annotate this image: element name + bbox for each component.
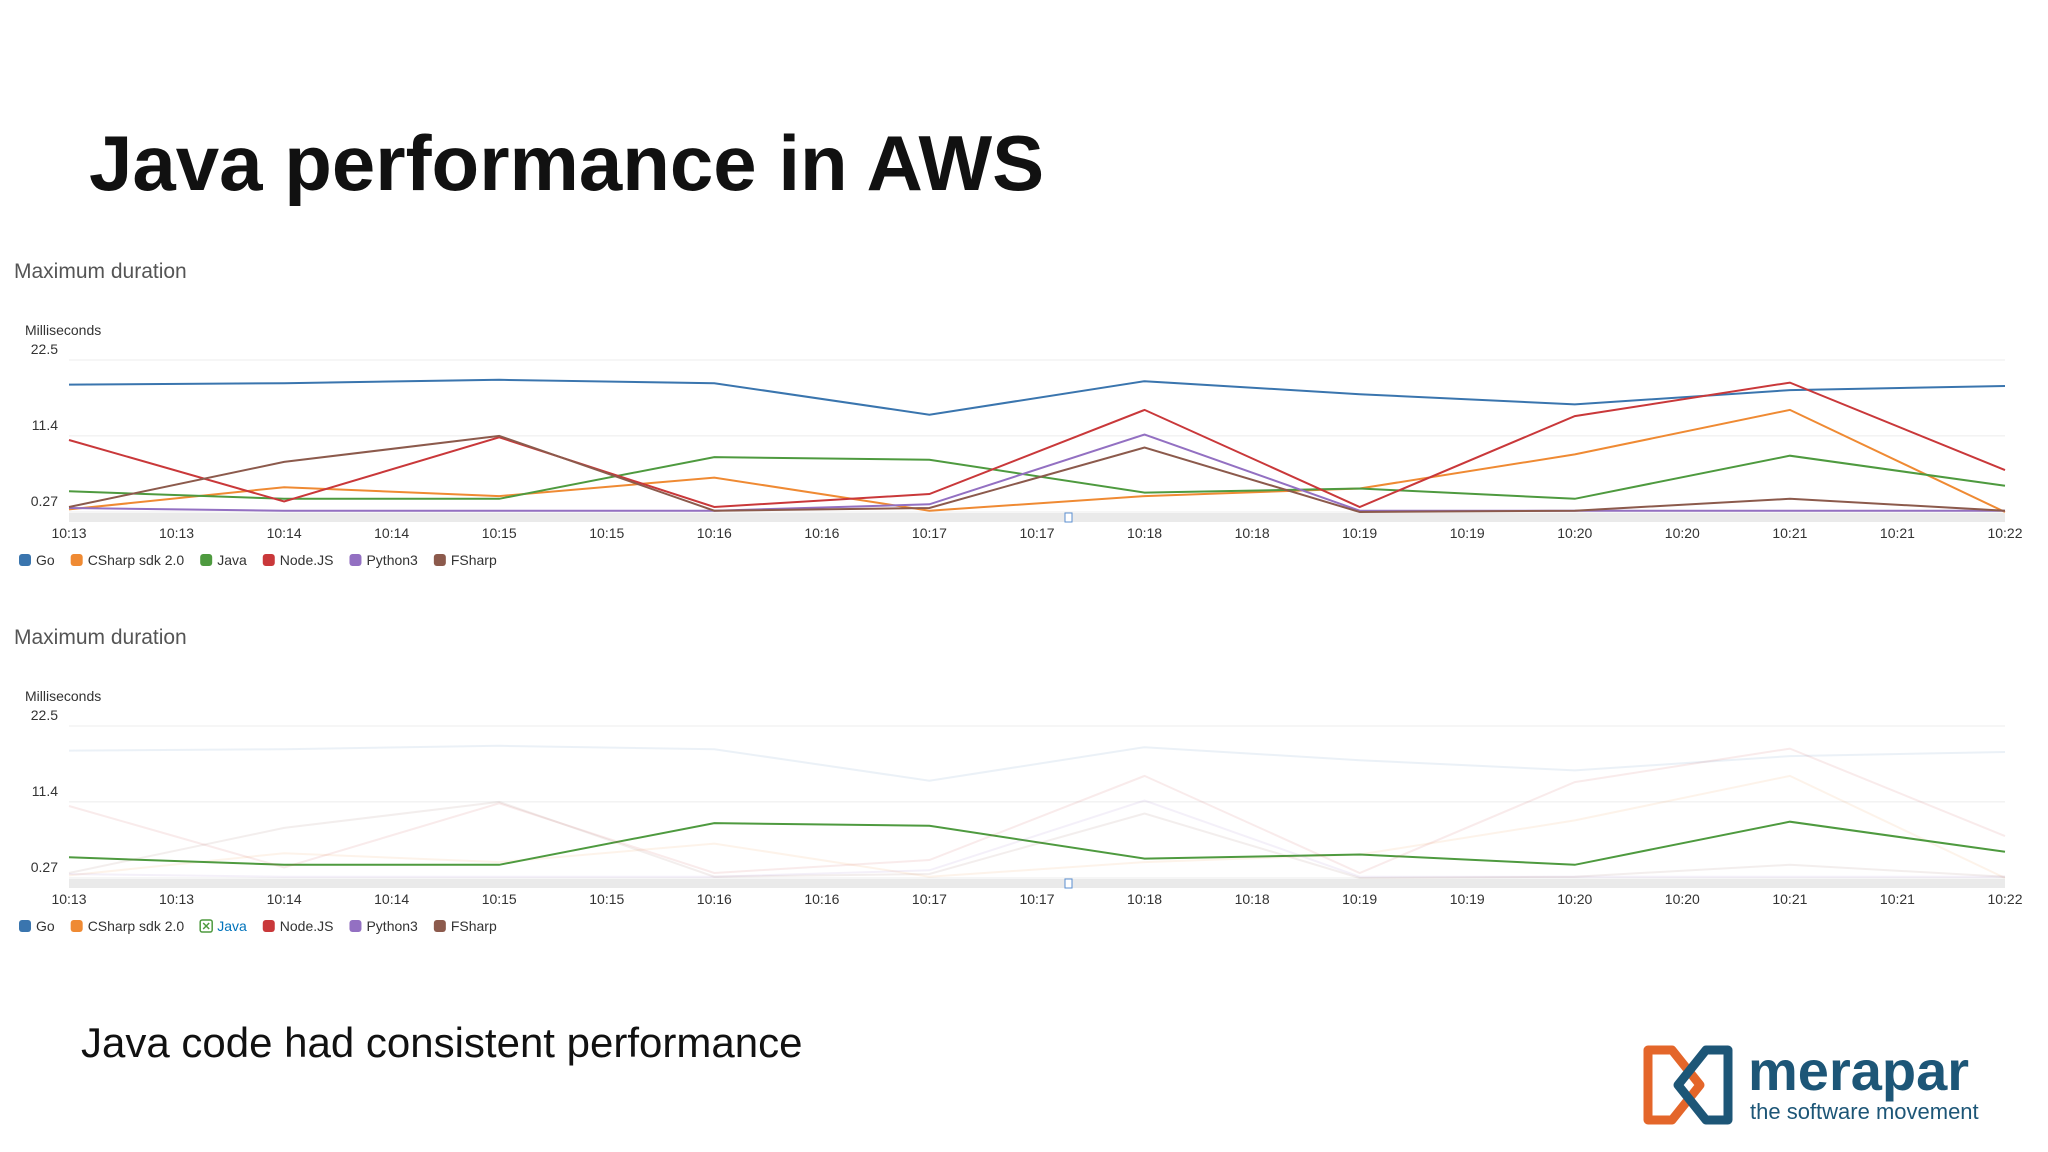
series-line (68, 800, 2006, 880)
x-tick-label: 10:14 (374, 525, 409, 541)
y-tick-label: 11.4 (32, 417, 58, 433)
legend-label[interactable]: Java (217, 552, 247, 568)
x-tick-label: 10:22 (1987, 891, 2022, 907)
legend-label[interactable]: Node.JS (280, 918, 334, 934)
legend-swatch (70, 920, 83, 932)
x-tick-label: 10:15 (589, 525, 624, 541)
legend-swatch (19, 920, 31, 932)
series-line (68, 820, 2006, 866)
y-tick-label: 11.4 (32, 783, 58, 799)
x-tick-label: 10:15 (589, 891, 624, 907)
legend-swatch (19, 554, 31, 566)
slide-caption: Java code had consistent performance (81, 1019, 802, 1066)
legend-swatch (200, 554, 213, 566)
x-tick-label: 10:14 (374, 891, 409, 907)
y-tick-label: 22.5 (31, 707, 58, 723)
legend-label[interactable]: FSharp (451, 552, 497, 568)
series-line (68, 408, 2006, 513)
x-tick-label: 10:21 (1772, 525, 1807, 541)
x-tick-label: 10:18 (1235, 891, 1270, 907)
logo-icon (1643, 1045, 1733, 1125)
legend-label[interactable]: Node.JS (280, 552, 334, 568)
x-tick-label: 10:21 (1880, 891, 1915, 907)
legend-swatch (349, 920, 362, 932)
range-handle (1064, 512, 1073, 523)
x-tick-label: 10:18 (1127, 525, 1162, 541)
legend-label[interactable]: Go (36, 552, 55, 568)
legend-label[interactable]: CSharp sdk 2.0 (88, 918, 185, 934)
x-tick-label: 10:13 (159, 891, 194, 907)
series-line (68, 747, 2006, 875)
logo-name: merapar (1748, 1039, 1969, 1102)
series-line (68, 454, 2006, 500)
legend-label[interactable]: Python3 (366, 918, 418, 934)
x-tick-label: 10:20 (1665, 525, 1700, 541)
x-tick-label: 10:15 (482, 525, 517, 541)
x-tick-label: 10:14 (267, 891, 302, 907)
legend-swatch (262, 920, 275, 932)
legend-label[interactable]: Java (217, 918, 247, 934)
range-handle (1064, 878, 1073, 889)
x-tick-label: 10:13 (51, 525, 86, 541)
legend-label[interactable]: FSharp (451, 918, 497, 934)
legend-label[interactable]: Python3 (366, 552, 418, 568)
x-tick-label: 10:15 (482, 891, 517, 907)
chart-title: Maximum duration (14, 626, 187, 649)
y-axis-label: Milliseconds (25, 688, 101, 704)
series-line (68, 744, 2006, 782)
series-line (68, 433, 2005, 512)
x-tick-label: 10:14 (267, 525, 302, 541)
series-line (68, 378, 2006, 416)
x-tick-label: 10:20 (1557, 891, 1592, 907)
x-tick-label: 10:20 (1557, 525, 1592, 541)
range-bar (69, 879, 2005, 888)
series-line (68, 381, 2006, 509)
x-tick-label: 10:17 (912, 525, 947, 541)
x-tick-label: 10:18 (1127, 891, 1162, 907)
x-tick-label: 10:13 (159, 525, 194, 541)
legend-swatch (433, 920, 446, 932)
legend-swatch (349, 554, 362, 566)
logo-shape (1673, 1045, 1733, 1125)
x-tick-label: 10:22 (1987, 525, 2022, 541)
x-tick-label: 10:18 (1235, 525, 1270, 541)
x-tick-label: 10:13 (51, 891, 86, 907)
x-tick-label: 10:16 (804, 525, 839, 541)
logo-tagline: the software movement (1750, 1099, 1979, 1124)
legend-check (202, 922, 210, 930)
x-tick-label: 10:16 (697, 891, 732, 907)
x-tick-label: 10:17 (1019, 891, 1054, 907)
x-tick-label: 10:19 (1342, 891, 1377, 907)
slide-title: Java performance in AWS (89, 119, 1044, 207)
x-tick-label: 10:19 (1342, 525, 1377, 541)
y-axis-label: Milliseconds (25, 322, 101, 338)
x-tick-label: 10:16 (697, 525, 732, 541)
legend-swatch (433, 554, 446, 566)
x-tick-label: 10:19 (1450, 891, 1485, 907)
y-tick-label: 0.27 (31, 859, 58, 875)
y-tick-label: 22.5 (31, 341, 58, 357)
legend-swatch (262, 554, 275, 566)
logo-shape (1643, 1045, 1705, 1125)
x-tick-label: 10:19 (1450, 525, 1485, 541)
range-bar (69, 513, 2005, 522)
x-tick-label: 10:16 (804, 891, 839, 907)
x-tick-label: 10:20 (1665, 891, 1700, 907)
chart-title: Maximum duration (14, 260, 187, 283)
series-line (68, 799, 2005, 878)
legend-label[interactable]: CSharp sdk 2.0 (88, 552, 185, 568)
x-tick-label: 10:17 (912, 891, 947, 907)
x-tick-label: 10:17 (1019, 525, 1054, 541)
legend-label[interactable]: Go (36, 918, 55, 934)
series-line (68, 774, 2006, 879)
legend-swatch (70, 554, 83, 566)
x-tick-label: 10:21 (1772, 891, 1807, 907)
x-tick-label: 10:21 (1880, 525, 1915, 541)
y-tick-label: 0.27 (31, 493, 58, 509)
series-line (68, 434, 2006, 514)
